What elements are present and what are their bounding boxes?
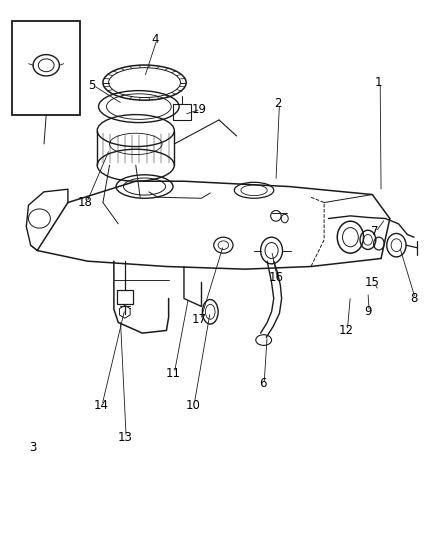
Text: 19: 19 bbox=[192, 103, 207, 116]
Text: 13: 13 bbox=[117, 431, 132, 443]
Text: 17: 17 bbox=[192, 313, 207, 326]
Text: 5: 5 bbox=[88, 79, 95, 92]
Bar bbox=[12, 21, 80, 115]
Text: 6: 6 bbox=[259, 377, 267, 390]
Text: 12: 12 bbox=[339, 324, 353, 337]
Text: 8: 8 bbox=[410, 292, 417, 305]
Text: 15: 15 bbox=[365, 276, 380, 289]
Text: 9: 9 bbox=[364, 305, 372, 318]
Text: 18: 18 bbox=[78, 196, 93, 209]
Text: 2: 2 bbox=[274, 98, 282, 110]
Text: 16: 16 bbox=[268, 271, 283, 284]
Text: 14: 14 bbox=[93, 399, 108, 411]
Bar bbox=[173, 104, 191, 120]
Bar bbox=[117, 290, 133, 304]
Text: 1: 1 bbox=[375, 76, 383, 89]
Text: 4: 4 bbox=[152, 34, 159, 46]
Text: 10: 10 bbox=[185, 399, 200, 411]
Text: 7: 7 bbox=[371, 225, 378, 238]
Text: 11: 11 bbox=[166, 367, 180, 379]
Text: 3: 3 bbox=[29, 441, 36, 454]
